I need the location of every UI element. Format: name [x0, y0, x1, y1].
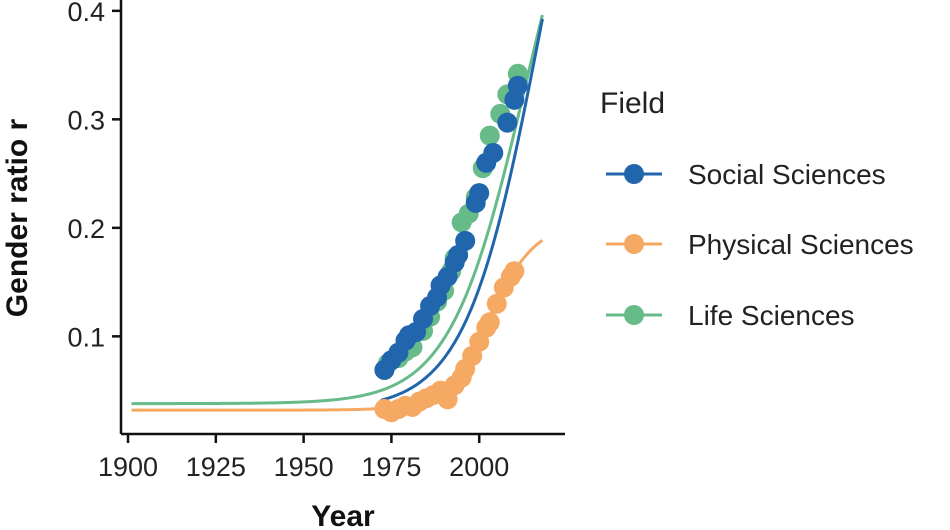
data-point-physical-sciences	[479, 312, 500, 333]
x-tick-label: 1925	[186, 452, 246, 482]
legend-key-marker	[624, 234, 644, 254]
legend-label: Life Sciences	[688, 300, 855, 331]
fit-line-social-sciences	[380, 18, 544, 402]
data-point-social-sciences	[455, 230, 476, 251]
legend-item-physical-sciences: Physical Sciences	[606, 229, 914, 260]
data-points	[374, 63, 528, 423]
data-point-physical-sciences	[486, 293, 507, 314]
x-axis: 1900 1925 1950 1975 2000	[98, 432, 565, 482]
legend-key-marker	[624, 305, 644, 325]
legend: Field Social Sciences Physical Sciences …	[600, 87, 914, 331]
data-point-life-sciences	[479, 125, 500, 146]
legend-label: Social Sciences	[688, 159, 886, 190]
legend-item-life-sciences: Life Sciences	[606, 300, 855, 331]
y-tick-label: 0.3	[67, 105, 105, 135]
data-point-social-sciences	[483, 142, 504, 163]
legend-key-marker	[624, 164, 644, 184]
fit-line-life-sciences	[131, 14, 544, 406]
legend-title: Field	[600, 87, 665, 120]
x-tick-label: 1900	[98, 452, 158, 482]
x-tick-label: 2000	[449, 452, 509, 482]
legend-label: Physical Sciences	[688, 229, 914, 260]
x-tick-label: 1950	[274, 452, 334, 482]
data-point-social-sciences	[497, 112, 518, 133]
x-axis-title: Year	[311, 500, 375, 530]
y-tick-label: 0.2	[67, 214, 105, 244]
legend-item-social-sciences: Social Sciences	[606, 159, 886, 190]
data-point-social-sciences	[507, 75, 528, 96]
y-tick-label: 0.4	[67, 0, 105, 27]
y-axis: 0.1 0.2 0.3 0.4	[67, 0, 123, 434]
y-ticks: 0.1 0.2 0.3 0.4	[67, 0, 121, 352]
x-ticks: 1900 1925 1950 1975 2000	[98, 434, 509, 482]
data-point-physical-sciences	[504, 261, 525, 282]
plot-area	[131, 14, 544, 423]
data-point-social-sciences	[469, 183, 490, 204]
x-tick-label: 1975	[361, 452, 421, 482]
y-tick-label: 0.1	[67, 322, 105, 352]
y-axis-title: Gender ratio r	[1, 118, 34, 317]
